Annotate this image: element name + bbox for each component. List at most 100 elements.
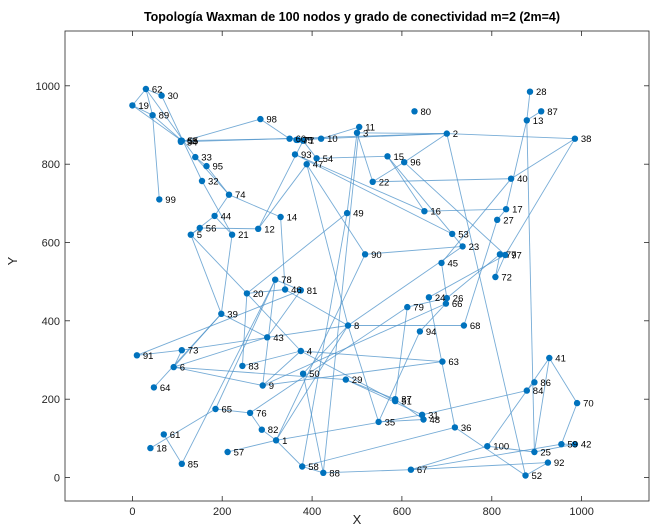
edge-33-74 — [194, 156, 230, 196]
node-label-49: 49 — [353, 209, 364, 220]
node-label-5: 5 — [197, 230, 202, 241]
edge-4-9 — [262, 350, 302, 386]
node-85 — [178, 460, 185, 467]
edge-9-6 — [173, 366, 263, 386]
node-5 — [187, 231, 194, 238]
node-2 — [443, 130, 450, 137]
node-40 — [507, 175, 515, 182]
node-91 — [133, 352, 141, 359]
edge-43-39 — [221, 313, 268, 338]
node-81 — [297, 287, 304, 294]
node-57 — [224, 448, 231, 456]
edge-1-8 — [275, 325, 349, 441]
node-label-59: 59 — [567, 440, 578, 451]
node-53 — [449, 230, 456, 238]
edge-85-78 — [181, 279, 276, 465]
node-label-4: 4 — [307, 347, 312, 358]
y-tick-label-0: 0 — [54, 473, 60, 485]
edges-layer — [132, 88, 578, 476]
edge-84-100 — [486, 390, 528, 447]
node-80 — [411, 108, 418, 115]
x-tick-label-800: 800 — [483, 506, 501, 518]
edge-14-46 — [280, 216, 286, 290]
edge-95-74 — [206, 165, 230, 195]
edge-63-4 — [300, 350, 443, 363]
node-label-22: 22 — [379, 177, 390, 188]
node-label-9: 9 — [269, 381, 274, 392]
node-label-62: 62 — [152, 85, 163, 96]
node-58 — [299, 463, 306, 470]
edge-79-37 — [394, 307, 408, 400]
node-label-83: 83 — [248, 361, 259, 372]
node-50 — [299, 370, 307, 377]
edge-81-78 — [275, 279, 301, 291]
node-label-40: 40 — [517, 174, 528, 185]
edge-59-67 — [410, 443, 562, 471]
node-label-63: 63 — [448, 357, 459, 368]
node-8 — [344, 322, 352, 329]
node-label-64: 64 — [160, 383, 171, 394]
node-label-12: 12 — [264, 224, 275, 235]
node-label-7: 7 — [309, 136, 314, 147]
node-41 — [546, 354, 553, 362]
edge-79-76 — [249, 306, 408, 414]
node-11 — [356, 123, 363, 131]
edge-10-2 — [321, 133, 447, 140]
node-100 — [484, 443, 491, 450]
node-label-41: 41 — [555, 354, 566, 365]
edge-5-39 — [190, 234, 222, 314]
node-label-68: 68 — [470, 321, 481, 332]
edge-77-72 — [494, 254, 501, 278]
x-tick-label-200: 200 — [213, 506, 231, 518]
node-66 — [442, 300, 450, 307]
x-tick-label-0: 0 — [129, 506, 135, 518]
edge-39-6 — [173, 313, 222, 368]
node-label-69: 69 — [187, 136, 198, 147]
node-label-26: 26 — [453, 294, 464, 305]
node-label-54: 54 — [323, 154, 334, 165]
edge-38-97 — [504, 138, 576, 256]
node-6 — [170, 363, 177, 371]
node-label-89: 89 — [159, 111, 170, 122]
edge-49-20 — [246, 212, 348, 294]
edge-27-68 — [463, 219, 498, 326]
edge-96-2 — [403, 133, 448, 163]
node-label-65: 65 — [222, 405, 233, 416]
node-63 — [439, 358, 446, 365]
y-tick-label-1000: 1000 — [36, 81, 60, 93]
node-label-31: 31 — [428, 410, 439, 421]
edge-1-57 — [227, 439, 277, 453]
node-label-39: 39 — [227, 309, 238, 320]
edge-5-20 — [190, 234, 248, 294]
edge-78-9 — [262, 279, 276, 386]
nodes-layer — [129, 85, 581, 479]
edge-50-88 — [302, 373, 324, 473]
node-44 — [211, 212, 218, 220]
edge-54-15 — [316, 155, 388, 159]
edge-23-90 — [365, 245, 463, 255]
node-82 — [258, 426, 265, 433]
node-label-86: 86 — [540, 378, 551, 389]
edge-55-60 — [181, 138, 290, 142]
node-label-78: 78 — [281, 275, 292, 286]
edge-23-8 — [347, 246, 463, 326]
edge-94-35 — [378, 331, 421, 423]
node-label-20: 20 — [253, 289, 264, 300]
edge-47-90 — [306, 163, 366, 255]
node-79 — [404, 303, 411, 311]
node-label-94: 94 — [426, 327, 437, 338]
node-label-13: 13 — [533, 116, 544, 127]
x-tick-label-600: 600 — [393, 506, 411, 518]
node-label-8: 8 — [354, 321, 359, 332]
node-label-24: 24 — [435, 293, 446, 304]
node-label-88: 88 — [329, 468, 340, 479]
node-label-79: 79 — [413, 303, 424, 314]
node-label-43: 43 — [273, 333, 284, 344]
y-tick-label-400: 400 — [42, 316, 60, 328]
edge-4-83 — [242, 350, 301, 367]
chart-title: Topología Waxman de 100 nodos y grado de… — [144, 10, 560, 24]
node-84 — [523, 387, 530, 394]
edge-45-26 — [441, 262, 448, 299]
edge-62-19 — [132, 88, 147, 106]
